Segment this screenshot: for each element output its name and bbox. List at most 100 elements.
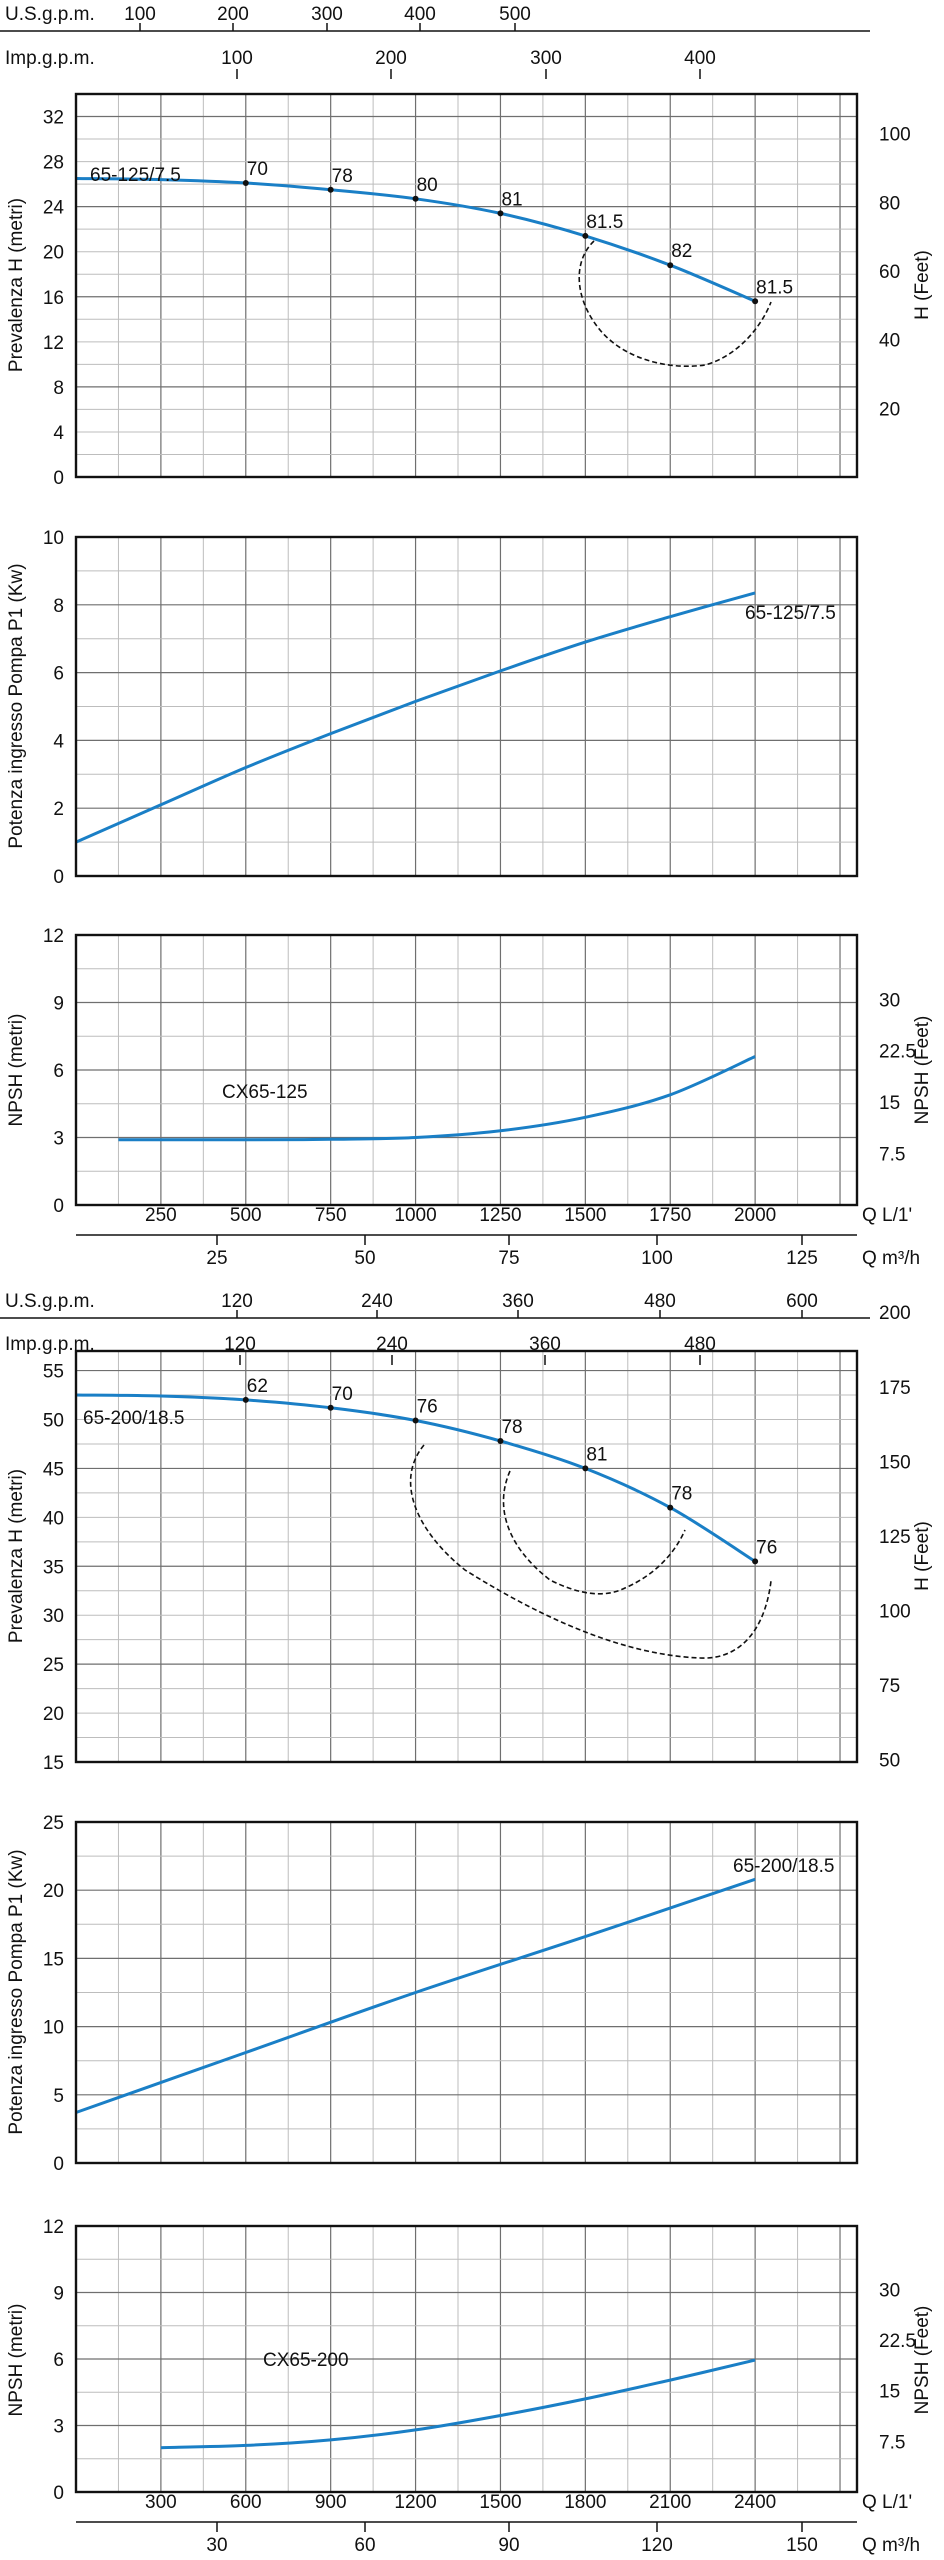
efficiency-label: 70	[247, 159, 268, 180]
x-tick-label: 300	[145, 2492, 177, 2513]
efficiency-label: 70	[332, 1384, 353, 1405]
y-tick-label: 45	[43, 1459, 64, 1480]
x-tick-label: 1500	[564, 1205, 606, 1226]
y-right-tick-label: 40	[879, 331, 900, 352]
y-tick-label: 8	[53, 378, 64, 399]
x-tick-label: 750	[315, 1205, 347, 1226]
efficiency-label: 78	[671, 1484, 692, 1505]
y-right-tick-label: 30	[879, 990, 900, 1011]
series-line-65-200/18.5	[75, 1877, 756, 2114]
efficiency-label: 81.5	[756, 277, 793, 298]
x-tick-label: 600	[230, 2492, 262, 2513]
y-tick-label: 16	[43, 288, 64, 309]
iso-efficiency-curve	[578, 240, 772, 368]
y-tick-label: 25	[43, 1655, 64, 1676]
x-axis-title: Q L/1'	[862, 1205, 912, 1226]
top-axis-tick: 360	[502, 1291, 534, 1312]
efficiency-label: 78	[332, 166, 353, 187]
y-tick-label: 0	[53, 2483, 64, 2504]
efficiency-label: 81	[586, 1444, 607, 1465]
top-axis-tick: 300	[530, 48, 562, 69]
x2-tick-label: 25	[206, 1248, 227, 1269]
efficiency-label: 82	[671, 241, 692, 262]
plot-frame	[74, 933, 859, 1207]
y-tick-label: 4	[53, 731, 64, 752]
y-tick-label: 0	[53, 1196, 64, 1217]
efficiency-point	[582, 1465, 589, 1472]
plot-frame	[74, 2224, 859, 2494]
x-tick-label: 1250	[479, 1205, 521, 1226]
x2-tick-label: 30	[206, 2535, 227, 2556]
y-tick-label: 12	[43, 2217, 64, 2238]
y-right-tick-label: 100	[879, 1602, 911, 1623]
y-right-tick-label: 60	[879, 262, 900, 283]
efficiency-point	[497, 1438, 504, 1445]
y-tick-label: 50	[43, 1411, 64, 1432]
y-right-tick-label: 50	[879, 1751, 900, 1772]
plot-frame	[74, 535, 859, 878]
x2-tick-label: 125	[786, 1248, 818, 1269]
y-tick-label: 20	[43, 1881, 64, 1902]
series-label: CX65-125	[222, 1082, 308, 1103]
y-tick-label: 40	[43, 1508, 64, 1529]
top-axis-tick: 100	[124, 4, 156, 25]
y-right-tick-label: 80	[879, 193, 900, 214]
series-label: 65-200/18.5	[83, 1408, 184, 1429]
y-tick-label: 9	[53, 994, 64, 1015]
y-tick-label: 2	[53, 799, 64, 820]
top-axis-tick: 360	[529, 1334, 561, 1355]
y-right-tick-label: 15	[879, 2382, 900, 2403]
efficiency-label: 78	[501, 1417, 522, 1438]
x2-tick-label: 150	[786, 2535, 818, 2556]
x-tick-label: 1750	[649, 1205, 691, 1226]
y-tick-label: 3	[53, 2417, 64, 2438]
y-tick-label: 5	[53, 2086, 64, 2107]
top-axis-title: Imp.g.p.m.	[5, 1334, 95, 1355]
y-tick-label: 8	[53, 596, 64, 617]
y-axis-title: Prevalenza H (metri)	[6, 1469, 27, 1643]
y-right-tick-label: 7.5	[879, 1145, 905, 1166]
y-right-tick-label: 200	[879, 1303, 911, 1324]
top-axis-tick: 400	[404, 4, 436, 25]
y-right-tick-label: 125	[879, 1527, 911, 1548]
y-right-axis-title: NPSH (Feet)	[912, 2306, 933, 2415]
y-tick-label: 4	[53, 423, 64, 444]
efficiency-point	[327, 186, 334, 193]
x2-tick-label: 60	[354, 2535, 375, 2556]
y-tick-label: 3	[53, 1129, 64, 1150]
y-tick-label: 6	[53, 1061, 64, 1082]
y-right-tick-label: 7.5	[879, 2432, 905, 2453]
top-axis-title: Imp.g.p.m.	[5, 48, 95, 69]
y-tick-label: 12	[43, 926, 64, 947]
y-right-tick-label: 175	[879, 1378, 911, 1399]
efficiency-label: 80	[417, 175, 438, 196]
x-tick-label: 1800	[564, 2492, 606, 2513]
series-label: 65-125/7.5	[745, 603, 836, 624]
y-tick-label: 0	[53, 2154, 64, 2175]
y-axis-title: Potenza ingresso Pompa P1 (Kw)	[6, 563, 27, 848]
y-right-axis-title: H (Feet)	[912, 1521, 933, 1591]
y-tick-label: 9	[53, 2284, 64, 2305]
plot-frame	[74, 92, 859, 479]
y-tick-label: 0	[53, 867, 64, 888]
efficiency-point	[752, 1558, 759, 1565]
x-tick-label: 250	[145, 1205, 177, 1226]
y-right-tick-label: 20	[879, 399, 900, 420]
y-tick-label: 30	[43, 1606, 64, 1627]
y-right-tick-label: 22.5	[879, 2331, 916, 2352]
y-tick-label: 12	[43, 333, 64, 354]
x-tick-label: 2400	[734, 2492, 776, 2513]
top-axis-tick: 120	[221, 1291, 253, 1312]
x-tick-label: 1500	[479, 2492, 521, 2513]
top-axis-tick: 480	[644, 1291, 676, 1312]
y-tick-label: 25	[43, 1813, 64, 1834]
x-tick-label: 500	[230, 1205, 262, 1226]
y-tick-label: 10	[43, 528, 64, 549]
efficiency-point	[667, 1504, 674, 1511]
y-tick-label: 15	[43, 1753, 64, 1774]
series-label: 65-125/7.5	[90, 165, 181, 186]
y-axis-title: Potenza ingresso Pompa P1 (Kw)	[6, 1849, 27, 2134]
x2-tick-label: 75	[498, 1248, 519, 1269]
grid-layer	[76, 94, 857, 2492]
